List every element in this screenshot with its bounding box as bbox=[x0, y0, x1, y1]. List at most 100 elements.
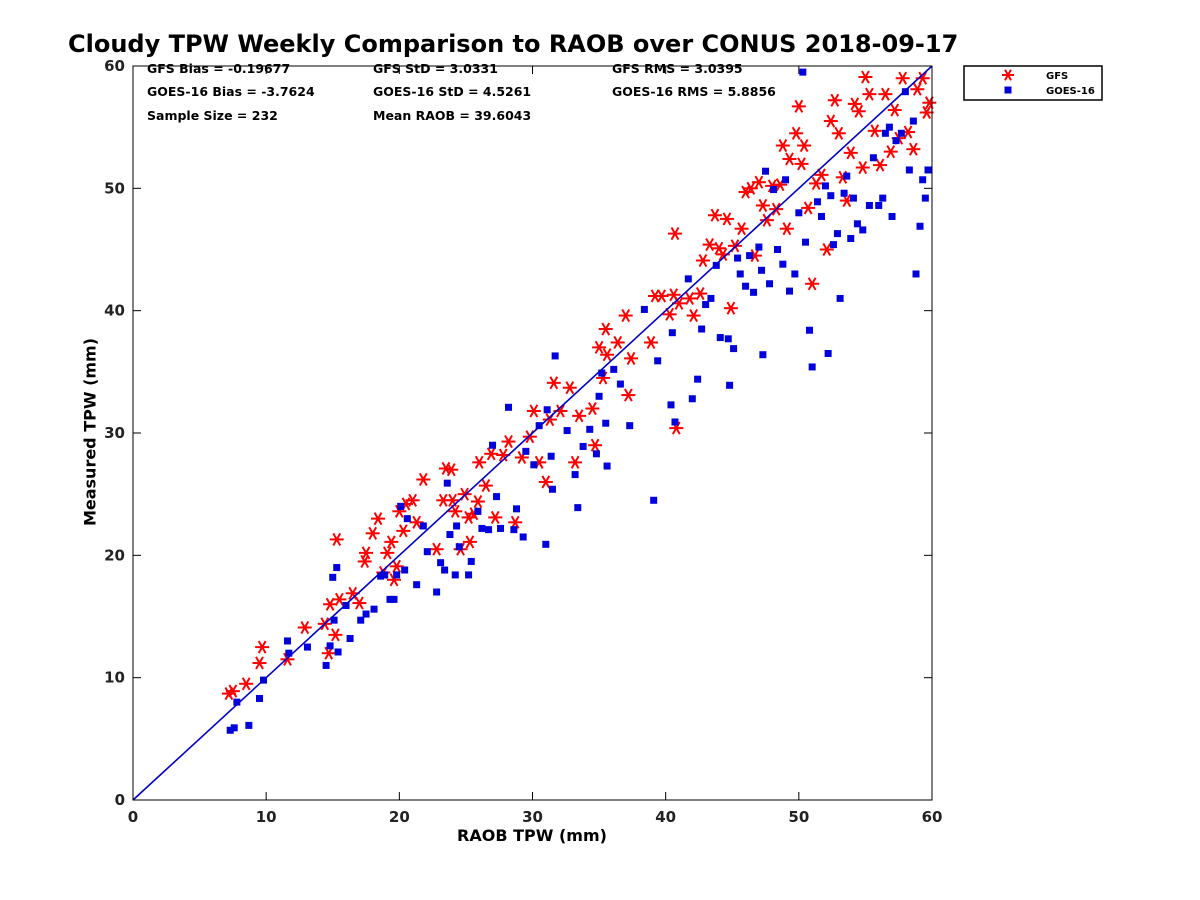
legend-goes16-label: GOES-16 bbox=[1046, 86, 1095, 97]
goes16-point bbox=[919, 176, 927, 184]
goes16-point bbox=[285, 649, 293, 657]
goes16-point bbox=[446, 531, 454, 539]
y-tick-label: 20 bbox=[104, 546, 125, 564]
goes16-point bbox=[433, 588, 441, 596]
goes16-point bbox=[505, 403, 513, 411]
gfs-point bbox=[707, 208, 722, 222]
x-axis-label: RAOB TPW (mm) bbox=[457, 826, 607, 845]
goes16-point bbox=[724, 335, 732, 343]
goes16-point bbox=[786, 287, 794, 295]
goes16-point bbox=[362, 610, 370, 618]
goes16-point bbox=[485, 526, 493, 534]
goes16-point bbox=[489, 441, 497, 449]
goes16-point bbox=[671, 418, 679, 426]
gfs-point bbox=[782, 152, 797, 166]
goes16-point bbox=[513, 505, 521, 513]
gfs-point bbox=[805, 277, 820, 291]
gfs-point bbox=[359, 546, 374, 560]
gfs-point bbox=[600, 348, 615, 362]
goes16-point bbox=[230, 724, 238, 732]
goes16-point bbox=[879, 194, 887, 202]
goes16-point bbox=[397, 502, 405, 510]
goes16-point bbox=[702, 301, 710, 309]
goes16-point bbox=[303, 643, 311, 651]
goes16-point bbox=[698, 325, 706, 333]
goes16-point bbox=[730, 345, 738, 353]
x-tick-label: 20 bbox=[389, 808, 410, 826]
gfs-point bbox=[779, 222, 794, 236]
goes16-point bbox=[668, 329, 676, 337]
gfs-point bbox=[695, 253, 710, 268]
goes16-point bbox=[869, 154, 877, 162]
goes16-point bbox=[522, 447, 530, 455]
gfs-point bbox=[538, 475, 553, 489]
gfs-point bbox=[255, 640, 270, 654]
goes16-point bbox=[519, 533, 527, 541]
goes16-point bbox=[791, 270, 799, 278]
goes16-point bbox=[795, 209, 803, 217]
gfs-point bbox=[851, 104, 866, 118]
goes16-point bbox=[571, 471, 579, 479]
gfs-point bbox=[755, 198, 770, 213]
goes16-point bbox=[885, 123, 893, 131]
goes16-point bbox=[650, 496, 658, 504]
gfs-point bbox=[723, 301, 738, 315]
y-tick-label: 50 bbox=[104, 179, 125, 197]
goes16-point bbox=[849, 194, 857, 202]
goes16-point bbox=[465, 571, 473, 579]
gfs-point bbox=[585, 401, 600, 416]
goes16-point bbox=[226, 726, 234, 734]
gfs-point bbox=[862, 87, 877, 101]
goes16-point bbox=[610, 365, 618, 373]
gfs-point bbox=[445, 493, 460, 507]
gfs-point bbox=[252, 656, 267, 670]
gfs-point bbox=[352, 596, 367, 610]
gfs-point bbox=[867, 124, 882, 138]
goes16-point bbox=[393, 571, 401, 579]
gfs-point bbox=[794, 157, 809, 171]
goes16-point bbox=[548, 485, 556, 493]
goes16-point bbox=[924, 166, 932, 174]
gfs-point bbox=[895, 71, 910, 85]
goes16-point bbox=[824, 349, 832, 357]
y-tick-label: 0 bbox=[115, 791, 125, 809]
gfs-point bbox=[384, 535, 399, 549]
goes16-point bbox=[602, 419, 610, 427]
goes16-point bbox=[897, 129, 905, 137]
gfs-point bbox=[855, 160, 870, 175]
goes16-point bbox=[758, 266, 766, 274]
goes16-point bbox=[836, 294, 844, 302]
gfs-point bbox=[883, 145, 898, 159]
gfs-point bbox=[448, 504, 463, 518]
gfs-point bbox=[588, 438, 603, 452]
goes16-point bbox=[451, 571, 459, 579]
goes16-point bbox=[640, 305, 648, 313]
goes16-point bbox=[455, 543, 463, 551]
x-tick-label: 10 bbox=[256, 808, 277, 826]
y-tick-label: 10 bbox=[104, 669, 125, 687]
goes16-point bbox=[283, 637, 291, 645]
goes16-point bbox=[875, 201, 883, 209]
goes16-point bbox=[805, 326, 813, 334]
gfs-rms-stat: GFS RMS = 3.0395 bbox=[612, 61, 743, 76]
mean-raob-stat: Mean RAOB = 39.6043 bbox=[373, 108, 532, 123]
goes16-point bbox=[453, 522, 461, 530]
goes16-point bbox=[530, 461, 538, 469]
y-tick-label: 30 bbox=[104, 424, 125, 442]
goes16-point bbox=[390, 595, 398, 603]
goes16-point bbox=[443, 479, 451, 487]
goes16-point bbox=[799, 68, 807, 76]
gfs-point bbox=[501, 435, 516, 449]
goes16-point bbox=[574, 504, 582, 512]
gfs-point bbox=[654, 289, 669, 303]
gfs-point bbox=[734, 222, 749, 236]
goes16-point bbox=[667, 401, 675, 409]
gfs-point bbox=[328, 628, 343, 642]
goes16-point bbox=[441, 566, 449, 574]
goes16-point bbox=[716, 334, 724, 342]
gfs-point bbox=[409, 515, 424, 529]
goes16-point bbox=[626, 422, 634, 430]
x-tick-label: 0 bbox=[128, 808, 138, 826]
goes16-point bbox=[813, 198, 821, 206]
